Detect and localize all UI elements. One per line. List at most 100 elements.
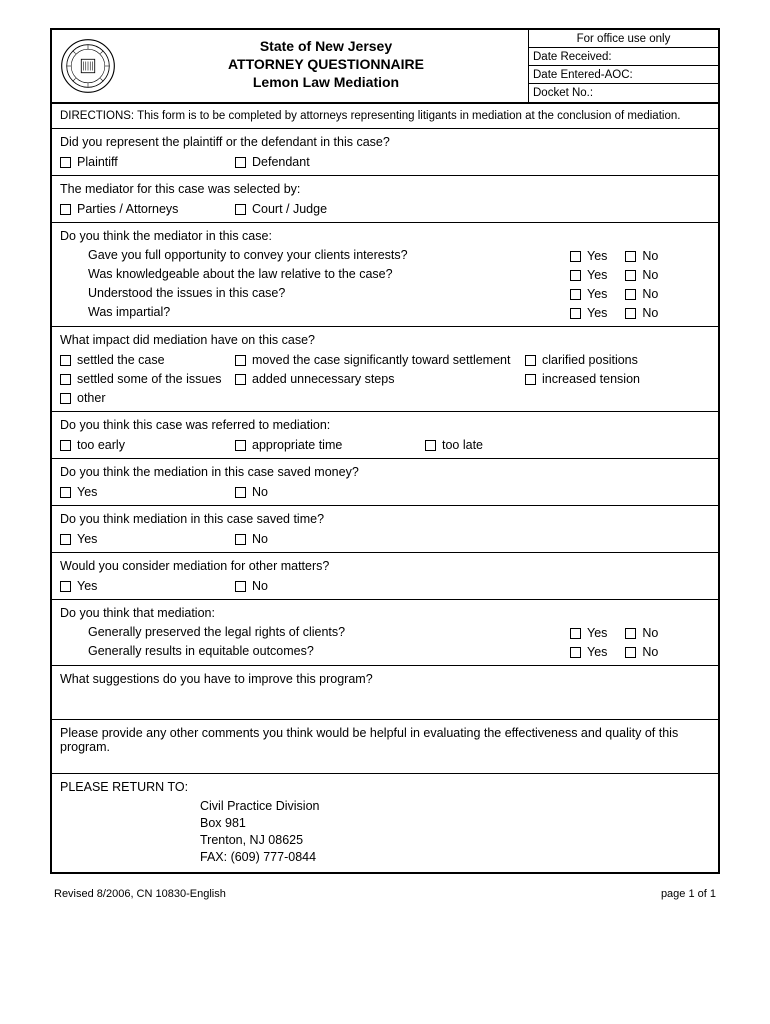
q7-opt-yes[interactable]: Yes bbox=[60, 532, 235, 546]
q9-1-no[interactable]: No bbox=[625, 645, 658, 659]
state-seal-icon bbox=[60, 38, 116, 94]
q3-sub-0: Gave you full opportunity to convey your… bbox=[88, 247, 710, 263]
q3-3-no[interactable]: No bbox=[625, 306, 658, 320]
q9-sub-0: Generally preserved the legal rights of … bbox=[88, 624, 710, 640]
q3-0-no[interactable]: No bbox=[625, 249, 658, 263]
q3-sub-2: Understood the issues in this case? Yes … bbox=[88, 285, 710, 301]
q9-1-yes[interactable]: Yes bbox=[570, 645, 607, 659]
q8-opt-no[interactable]: No bbox=[235, 579, 268, 593]
checkbox-icon bbox=[235, 581, 246, 592]
return-label: PLEASE RETURN TO: bbox=[60, 780, 710, 794]
q3-sub-3: Was impartial? Yes No bbox=[88, 304, 710, 320]
q4-opt-other[interactable]: other bbox=[60, 391, 235, 405]
q3-2-no[interactable]: No bbox=[625, 287, 658, 301]
checkbox-icon bbox=[235, 487, 246, 498]
q4-opt-tension[interactable]: increased tension bbox=[525, 372, 710, 386]
checkbox-icon bbox=[570, 647, 581, 658]
docket-field[interactable]: Docket No.: bbox=[529, 84, 718, 102]
form-container: State of New Jersey ATTORNEY QUESTIONNAI… bbox=[50, 28, 720, 874]
q4-question: What impact did mediation have on this c… bbox=[60, 333, 710, 347]
q8-opt-yes[interactable]: Yes bbox=[60, 579, 235, 593]
checkbox-icon bbox=[525, 355, 536, 366]
q3-sub-1: Was knowledgeable about the law relative… bbox=[88, 266, 710, 282]
footer-page: page 1 of 1 bbox=[661, 888, 716, 900]
q1-question: Did you represent the plaintiff or the d… bbox=[60, 135, 710, 149]
checkbox-icon bbox=[570, 628, 581, 639]
checkbox-icon bbox=[570, 251, 581, 262]
date-received-field[interactable]: Date Received: bbox=[529, 48, 718, 66]
q2-section: The mediator for this case was selected … bbox=[52, 176, 718, 223]
state-line: State of New Jersey bbox=[128, 38, 524, 54]
q9-sub-1: Generally results in equitable outcomes?… bbox=[88, 643, 710, 659]
q5-question: Do you think this case was referred to m… bbox=[60, 418, 710, 432]
q6-section: Do you think the mediation in this case … bbox=[52, 459, 718, 506]
q4-opt-settled[interactable]: settled the case bbox=[60, 353, 235, 367]
checkbox-icon bbox=[570, 270, 581, 281]
q10-section[interactable]: What suggestions do you have to improve … bbox=[52, 666, 718, 720]
page: State of New Jersey ATTORNEY QUESTIONNAI… bbox=[0, 0, 770, 920]
q5-opt-appropriate[interactable]: appropriate time bbox=[235, 438, 425, 452]
checkbox-icon bbox=[60, 581, 71, 592]
office-use-header: For office use only bbox=[529, 30, 718, 48]
q9-0-yes[interactable]: Yes bbox=[570, 626, 607, 640]
q9-0-no[interactable]: No bbox=[625, 626, 658, 640]
q7-section: Do you think mediation in this case save… bbox=[52, 506, 718, 553]
footer-revised: Revised 8/2006, CN 10830-English bbox=[54, 888, 226, 900]
q7-question: Do you think mediation in this case save… bbox=[60, 512, 710, 526]
checkbox-icon bbox=[625, 628, 636, 639]
checkbox-icon bbox=[60, 355, 71, 366]
checkbox-icon bbox=[60, 157, 71, 168]
q2-question: The mediator for this case was selected … bbox=[60, 182, 710, 196]
q3-1-yes[interactable]: Yes bbox=[570, 268, 607, 282]
q10-question: What suggestions do you have to improve … bbox=[60, 672, 710, 686]
q3-0-yes[interactable]: Yes bbox=[570, 249, 607, 263]
q3-question: Do you think the mediator in this case: bbox=[60, 229, 710, 243]
q1-section: Did you represent the plaintiff or the d… bbox=[52, 129, 718, 176]
checkbox-icon bbox=[570, 289, 581, 300]
q8-question: Would you consider mediation for other m… bbox=[60, 559, 710, 573]
q1-opt-plaintiff[interactable]: Plaintiff bbox=[60, 155, 235, 169]
q5-opt-late[interactable]: too late bbox=[425, 438, 483, 452]
checkbox-icon bbox=[425, 440, 436, 451]
form-title: ATTORNEY QUESTIONNAIRE bbox=[128, 56, 524, 72]
q4-opt-moved[interactable]: moved the case significantly toward sett… bbox=[235, 353, 525, 367]
q4-section: What impact did mediation have on this c… bbox=[52, 327, 718, 412]
checkbox-icon bbox=[570, 308, 581, 319]
checkbox-icon bbox=[235, 374, 246, 385]
page-footer: Revised 8/2006, CN 10830-English page 1 … bbox=[50, 888, 720, 900]
q7-opt-no[interactable]: No bbox=[235, 532, 268, 546]
q4-opt-clarified[interactable]: clarified positions bbox=[525, 353, 710, 367]
checkbox-icon bbox=[625, 251, 636, 262]
q3-3-yes[interactable]: Yes bbox=[570, 306, 607, 320]
q4-opt-unnecessary[interactable]: added unnecessary steps bbox=[235, 372, 525, 386]
q2-opt-court[interactable]: Court / Judge bbox=[235, 202, 327, 216]
office-use-cell: For office use only Date Received: Date … bbox=[528, 30, 718, 102]
checkbox-icon bbox=[625, 308, 636, 319]
q3-1-no[interactable]: No bbox=[625, 268, 658, 282]
seal-cell bbox=[52, 30, 124, 102]
checkbox-icon bbox=[625, 647, 636, 658]
q6-opt-yes[interactable]: Yes bbox=[60, 485, 235, 499]
checkbox-icon bbox=[235, 204, 246, 215]
return-section: PLEASE RETURN TO: Civil Practice Divisio… bbox=[52, 774, 718, 872]
q4-opt-some[interactable]: settled some of the issues bbox=[60, 372, 235, 386]
directions-text: DIRECTIONS: This form is to be completed… bbox=[52, 104, 718, 129]
checkbox-icon bbox=[235, 534, 246, 545]
date-entered-field[interactable]: Date Entered-AOC: bbox=[529, 66, 718, 84]
q6-opt-no[interactable]: No bbox=[235, 485, 268, 499]
q6-question: Do you think the mediation in this case … bbox=[60, 465, 710, 479]
q2-opt-parties[interactable]: Parties / Attorneys bbox=[60, 202, 235, 216]
q9-question: Do you think that mediation: bbox=[60, 606, 710, 620]
checkbox-icon bbox=[60, 487, 71, 498]
q1-opt-defendant[interactable]: Defendant bbox=[235, 155, 310, 169]
q5-opt-early[interactable]: too early bbox=[60, 438, 235, 452]
checkbox-icon bbox=[60, 204, 71, 215]
header-row: State of New Jersey ATTORNEY QUESTIONNAI… bbox=[52, 30, 718, 104]
q3-2-yes[interactable]: Yes bbox=[570, 287, 607, 301]
q11-section[interactable]: Please provide any other comments you th… bbox=[52, 720, 718, 774]
checkbox-icon bbox=[60, 534, 71, 545]
checkbox-icon bbox=[235, 355, 246, 366]
title-cell: State of New Jersey ATTORNEY QUESTIONNAI… bbox=[124, 30, 528, 102]
q11-question: Please provide any other comments you th… bbox=[60, 726, 710, 754]
q8-section: Would you consider mediation for other m… bbox=[52, 553, 718, 600]
